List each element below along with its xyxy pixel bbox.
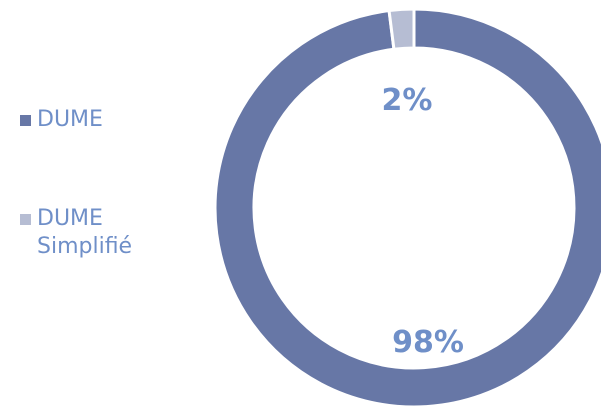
data-label-dume-simplifi-: 2% <box>382 83 433 118</box>
legend-label-dume-simplifie: DUME Simplifié <box>37 206 133 259</box>
donut-slice-dume-simplifi- <box>387 7 416 51</box>
data-label-dume: 98% <box>392 325 464 360</box>
donut-slices <box>213 7 601 409</box>
donut-slice-dume <box>213 7 601 409</box>
donut-slice-labels: 98% 2% <box>382 83 464 360</box>
legend-item-dume-simplifie: DUME Simplifié <box>20 205 177 261</box>
legend-swatch-dume <box>20 115 31 126</box>
legend-label-dume: DUME <box>37 107 103 132</box>
legend-item-dume: DUME <box>20 106 177 134</box>
legend-swatch-dume-simplifie <box>20 214 31 225</box>
